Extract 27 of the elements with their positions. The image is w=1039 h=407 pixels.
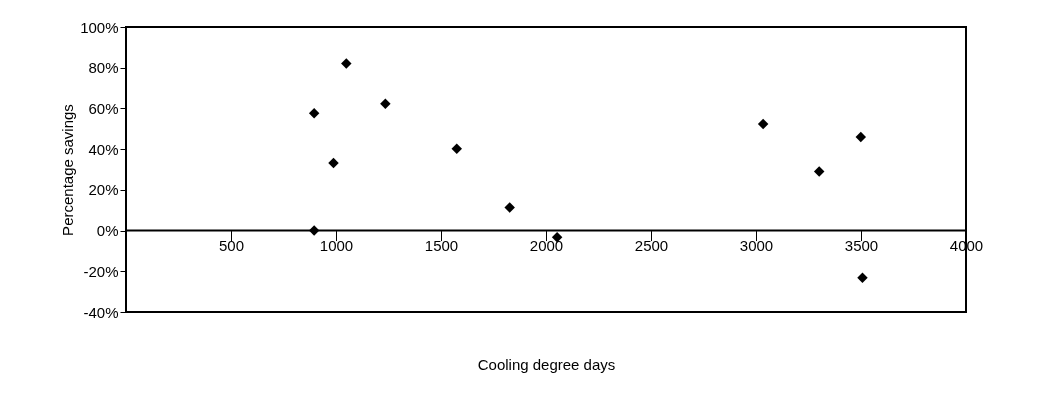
y-tick-label: 0% <box>96 222 119 240</box>
point <box>504 202 515 213</box>
x-tick-label: 3000 <box>739 237 774 255</box>
y-tick-label: 60% <box>88 99 119 117</box>
point <box>341 58 352 69</box>
x-axis-title: Cooling degree days <box>477 355 616 373</box>
y-tick-label: 40% <box>88 140 119 158</box>
point <box>308 108 320 119</box>
point <box>757 118 769 130</box>
point <box>328 157 339 169</box>
y-tick-label: 100% <box>80 18 119 36</box>
point <box>855 131 867 143</box>
x-tick-label: 500 <box>218 237 245 255</box>
point <box>380 98 391 109</box>
y-tick-label: -20% <box>83 262 119 280</box>
point <box>813 166 825 177</box>
x-tick-label: 2000 <box>529 237 564 255</box>
y-tick-label: 20% <box>88 181 119 199</box>
x-tick-label: 1000 <box>319 237 354 255</box>
point <box>451 143 462 154</box>
y-axis-title: Percentage savings <box>59 104 77 236</box>
y-tick-label: 80% <box>88 59 119 77</box>
y-tick-label: -40% <box>83 303 119 321</box>
x-tick-label: 3500 <box>844 237 879 255</box>
point <box>857 272 868 284</box>
x-tick-label: 1500 <box>424 237 459 255</box>
x-tick-label: 2500 <box>634 237 669 255</box>
